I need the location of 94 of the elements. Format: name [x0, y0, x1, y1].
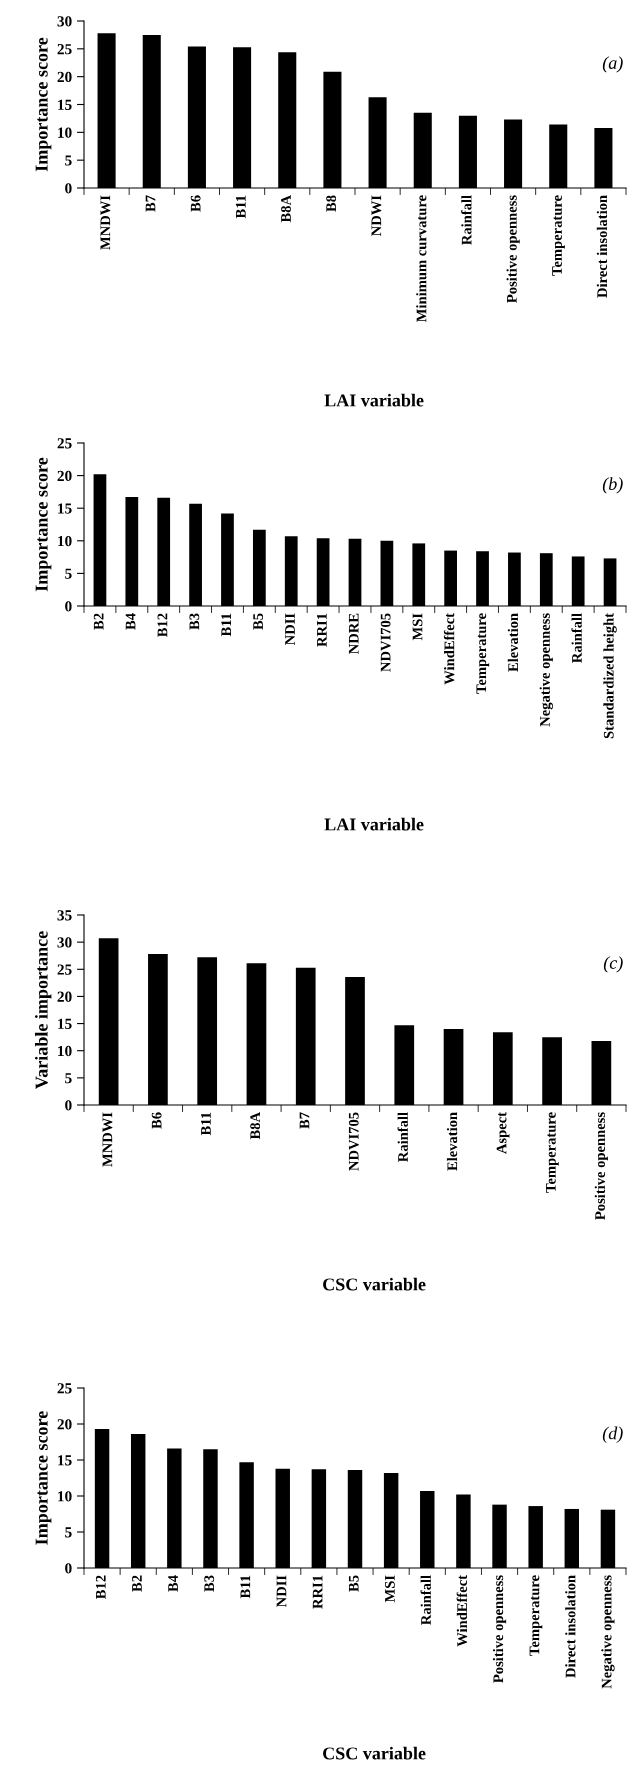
x-tick-label: Negative openness	[601, 1575, 615, 1689]
y-tick-label: 5	[65, 155, 72, 166]
x-tick-label: Temperature	[546, 1112, 559, 1193]
x-tick-label: Positive openness	[506, 195, 520, 303]
x-tick-label: B11	[240, 1575, 251, 1599]
x-tick-label: NDII	[285, 613, 295, 646]
x-tick-label: B7	[145, 195, 156, 212]
x-tick-label: MNDWI	[102, 1112, 113, 1167]
x-tick-label: Rainfall	[571, 613, 582, 663]
x-tick-label: NDVI705	[380, 613, 391, 672]
x-tick-label: B5	[253, 613, 263, 630]
y-tick-label: 5	[65, 1527, 72, 1538]
y-axis-title: Importance score	[35, 457, 52, 592]
x-tick-label: B12	[157, 613, 168, 638]
y-tick-label: 0	[65, 601, 72, 612]
x-axis-title: LAI variable	[324, 393, 424, 407]
y-tick-label: 30	[57, 16, 72, 27]
x-tick-label: B8A	[250, 1112, 261, 1140]
x-tick-label: NDRE	[348, 613, 359, 654]
y-tick-label: 10	[58, 127, 72, 138]
x-tick-label: Direct insolation	[565, 1575, 576, 1678]
annotation: (b)	[602, 477, 623, 494]
y-tick-label: 30	[57, 937, 72, 948]
y-tick-label: 25	[57, 44, 72, 55]
y-tick-label: 10	[58, 535, 72, 547]
x-tick-label: RRI1	[312, 1575, 323, 1609]
x-tick-label: Rainfall	[420, 1575, 431, 1625]
y-tick-label: 15	[58, 99, 72, 110]
x-tick-label: B12	[95, 1575, 106, 1600]
y-tick-label: 35	[57, 910, 72, 921]
x-tick-label: Rainfall	[461, 195, 472, 245]
x-tick-label: B3	[204, 1575, 215, 1592]
y-tick-label: 0	[65, 1100, 72, 1111]
x-tick-label: Elevation	[446, 1112, 458, 1171]
x-tick-label: B2	[132, 1575, 142, 1592]
x-tick-label: B7	[299, 1112, 310, 1129]
x-tick-label: NDII	[276, 1575, 287, 1608]
x-tick-label: Temperature	[552, 195, 565, 276]
y-tick-label: 25	[57, 964, 72, 975]
x-tick-label: MSI	[412, 613, 423, 641]
x-tick-label: B8	[326, 195, 337, 212]
x-tick-label: B11	[201, 1112, 211, 1136]
x-tick-label: WindEffect	[443, 613, 455, 685]
x-tick-label: Temperature	[529, 1575, 543, 1656]
x-tick-label: B4	[125, 613, 136, 630]
y-tick-label: 10	[58, 1045, 72, 1057]
annotation: (a)	[602, 56, 623, 73]
x-tick-label: MSI	[384, 1575, 395, 1603]
x-tick-label: B2	[93, 613, 104, 630]
y-tick-label: 5	[65, 568, 72, 579]
x-tick-label: RRI1	[317, 613, 327, 647]
y-tick-label: 15	[58, 1018, 72, 1030]
y-axis-title: Variable importance	[34, 931, 52, 1089]
y-tick-label: 25	[57, 438, 72, 449]
y-tick-label: 20	[57, 470, 72, 482]
x-tick-label: B11	[221, 613, 232, 637]
x-axis-title: CSC variable	[323, 1746, 426, 1760]
x-tick-label: B4	[168, 1575, 178, 1592]
x-tick-label: WindEffect	[456, 1575, 468, 1647]
y-tick-label: 0	[65, 183, 72, 194]
x-tick-label: B3	[189, 613, 200, 630]
y-axis-title: Importance score	[35, 1411, 52, 1545]
annotation: (c)	[603, 956, 623, 973]
annotation: (d)	[602, 1426, 623, 1443]
x-axis-title: CSC variable	[323, 1277, 426, 1291]
x-tick-label: MNDWI	[100, 195, 111, 250]
y-tick-label: 15	[58, 503, 72, 514]
x-tick-label: B6	[151, 1112, 162, 1129]
x-tick-label: NDVI705	[348, 1112, 359, 1171]
x-tick-label: Standardized height	[603, 613, 617, 739]
y-tick-label: 20	[57, 71, 72, 83]
y-tick-label: 25	[57, 1383, 72, 1394]
x-tick-label: Elevation	[507, 613, 519, 672]
x-tick-label: NDWI	[371, 195, 382, 236]
x-tick-label: B6	[190, 195, 201, 212]
x-tick-label: Direct insolation	[596, 195, 608, 298]
x-tick-label: B5	[348, 1575, 359, 1592]
y-tick-label: 5	[65, 1073, 72, 1084]
x-tick-label: B11	[235, 195, 246, 219]
y-tick-label: 15	[58, 1455, 72, 1466]
x-tick-label: Minimum curvature	[416, 195, 427, 323]
x-axis-title: LAI variable	[324, 817, 424, 831]
x-tick-label: B8A	[281, 195, 291, 223]
x-tick-label: Aspect	[496, 1112, 510, 1154]
y-tick-label: 0	[65, 1563, 72, 1574]
y-tick-label: 20	[57, 1419, 72, 1430]
y-axis-title: Importance score	[35, 37, 52, 172]
x-tick-label: Positive openness	[594, 1112, 608, 1220]
y-tick-label: 20	[57, 991, 72, 1002]
y-tick-label: 10	[58, 1491, 72, 1502]
x-tick-label: Rainfall	[397, 1112, 408, 1162]
x-tick-label: Positive openness	[492, 1575, 507, 1683]
x-tick-label: Negative openness	[539, 613, 553, 727]
x-tick-label: Temperature	[476, 613, 490, 694]
